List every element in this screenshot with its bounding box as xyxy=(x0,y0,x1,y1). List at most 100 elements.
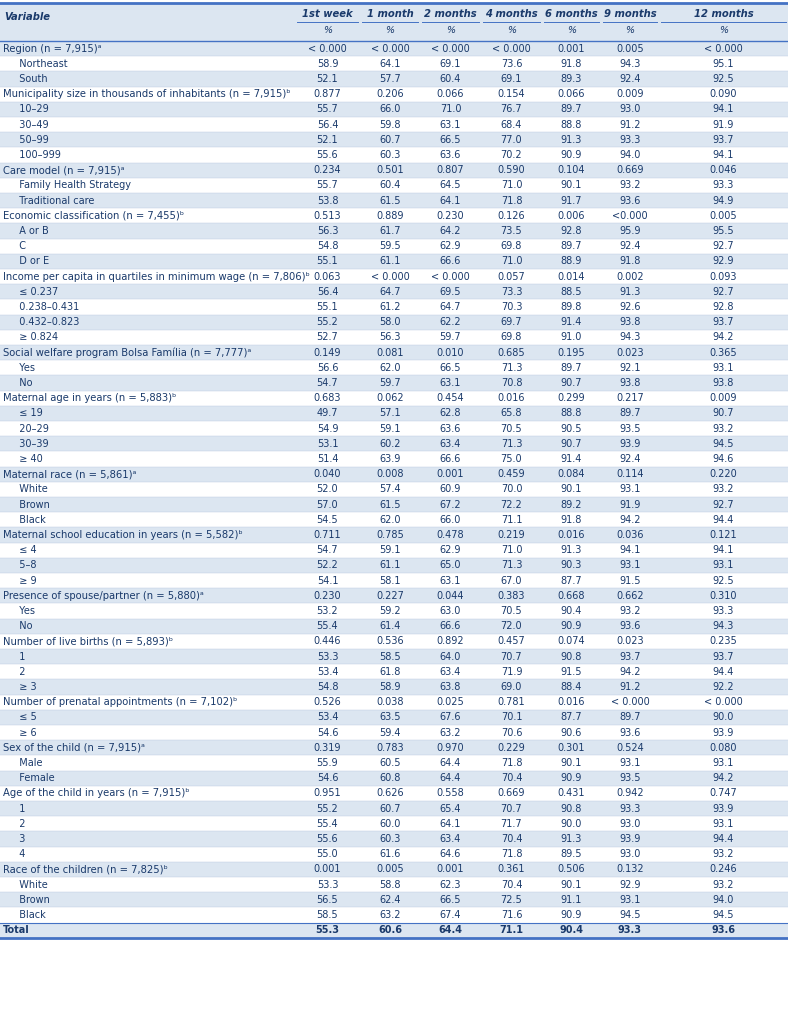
Text: 69.7: 69.7 xyxy=(500,317,522,327)
Text: ≥ 9: ≥ 9 xyxy=(13,575,36,586)
Text: Female: Female xyxy=(13,773,54,783)
Text: 53.3: 53.3 xyxy=(317,880,338,890)
Text: 54.6: 54.6 xyxy=(317,773,338,783)
Bar xyxy=(0,117,788,132)
Text: 60.2: 60.2 xyxy=(379,439,401,449)
Text: 54.8: 54.8 xyxy=(317,682,338,692)
Bar xyxy=(0,771,788,786)
Text: 93.0: 93.0 xyxy=(619,105,641,115)
Text: 0.217: 0.217 xyxy=(616,393,644,404)
Text: 58.9: 58.9 xyxy=(317,59,338,68)
Text: 63.6: 63.6 xyxy=(440,423,461,434)
Text: 52.2: 52.2 xyxy=(317,560,338,570)
Text: 90.9: 90.9 xyxy=(561,150,582,160)
Text: %: % xyxy=(446,26,455,35)
Text: 0.238–0.431: 0.238–0.431 xyxy=(13,302,80,312)
Text: %: % xyxy=(385,26,395,35)
Text: 91.4: 91.4 xyxy=(561,317,582,327)
Text: 93.1: 93.1 xyxy=(713,819,734,829)
Text: 0.310: 0.310 xyxy=(710,591,738,600)
Text: 0.662: 0.662 xyxy=(616,591,644,600)
Text: 60.3: 60.3 xyxy=(379,834,400,844)
Text: 91.5: 91.5 xyxy=(619,575,641,586)
Text: 63.1: 63.1 xyxy=(440,378,461,388)
Text: 92.7: 92.7 xyxy=(712,241,734,252)
Text: 0.877: 0.877 xyxy=(314,89,341,99)
Text: 91.4: 91.4 xyxy=(561,454,582,464)
Text: 54.6: 54.6 xyxy=(317,728,338,738)
Text: 58.5: 58.5 xyxy=(317,910,338,920)
Bar xyxy=(0,345,788,360)
Text: 90.1: 90.1 xyxy=(561,880,582,890)
Text: 94.1: 94.1 xyxy=(713,545,734,555)
Text: 70.8: 70.8 xyxy=(500,378,522,388)
Text: 57.7: 57.7 xyxy=(379,73,401,84)
Text: 63.2: 63.2 xyxy=(379,910,401,920)
Text: 0.090: 0.090 xyxy=(710,89,738,99)
Text: 88.4: 88.4 xyxy=(561,682,582,692)
Text: 1st week: 1st week xyxy=(302,9,353,20)
Bar xyxy=(0,178,788,193)
Text: 0.685: 0.685 xyxy=(498,348,526,358)
Text: 0.016: 0.016 xyxy=(558,530,585,540)
Bar xyxy=(0,801,788,817)
Text: %: % xyxy=(567,26,576,35)
Text: 91.3: 91.3 xyxy=(561,135,582,145)
Text: 71.0: 71.0 xyxy=(500,257,522,266)
Text: 0.454: 0.454 xyxy=(437,393,464,404)
Text: 1 month: 1 month xyxy=(366,9,414,20)
Text: 0.526: 0.526 xyxy=(314,698,341,707)
Text: 59.1: 59.1 xyxy=(379,423,401,434)
Text: 92.5: 92.5 xyxy=(712,73,734,84)
Text: 63.0: 63.0 xyxy=(440,607,461,616)
Text: 62.0: 62.0 xyxy=(379,514,401,525)
Bar xyxy=(0,862,788,877)
Text: 0.230: 0.230 xyxy=(314,591,341,600)
Text: 0.206: 0.206 xyxy=(376,89,403,99)
Text: 90.6: 90.6 xyxy=(561,728,582,738)
Text: 54.1: 54.1 xyxy=(317,575,338,586)
Text: 91.2: 91.2 xyxy=(619,682,641,692)
Text: 0.005: 0.005 xyxy=(616,43,644,54)
Text: 0.038: 0.038 xyxy=(376,698,403,707)
Text: 69.1: 69.1 xyxy=(501,73,522,84)
Text: 90.5: 90.5 xyxy=(561,423,582,434)
Text: 91.7: 91.7 xyxy=(561,196,582,206)
Text: 30–49: 30–49 xyxy=(13,120,49,129)
Text: 0.246: 0.246 xyxy=(710,864,738,875)
Text: 94.4: 94.4 xyxy=(713,667,734,677)
Text: D or E: D or E xyxy=(13,257,49,266)
Text: 0.669: 0.669 xyxy=(498,789,526,798)
Text: 90.4: 90.4 xyxy=(561,607,582,616)
Text: 55.1: 55.1 xyxy=(317,302,338,312)
Bar xyxy=(0,877,788,892)
Text: 69.1: 69.1 xyxy=(440,59,461,68)
Text: 63.4: 63.4 xyxy=(440,834,461,844)
Bar xyxy=(0,710,788,724)
Text: 66.5: 66.5 xyxy=(440,895,461,905)
Text: 62.2: 62.2 xyxy=(440,317,461,327)
Text: 88.5: 88.5 xyxy=(561,287,582,297)
Bar xyxy=(0,285,788,299)
Text: 92.8: 92.8 xyxy=(713,302,734,312)
Text: 0.807: 0.807 xyxy=(437,166,464,175)
Text: 0.016: 0.016 xyxy=(558,698,585,707)
Text: 70.7: 70.7 xyxy=(500,652,522,661)
Text: 56.4: 56.4 xyxy=(317,287,338,297)
Text: 53.1: 53.1 xyxy=(317,439,338,449)
Text: 62.9: 62.9 xyxy=(440,241,461,252)
Text: 0.590: 0.590 xyxy=(498,166,526,175)
Text: 49.7: 49.7 xyxy=(317,409,338,418)
Text: 0.023: 0.023 xyxy=(616,348,644,358)
Text: 0.005: 0.005 xyxy=(710,211,738,220)
Text: Presence of spouse/partner (n = 5,880)ᵃ: Presence of spouse/partner (n = 5,880)ᵃ xyxy=(3,591,204,600)
Text: 0.536: 0.536 xyxy=(376,637,403,647)
Text: 62.8: 62.8 xyxy=(440,409,461,418)
Text: 92.6: 92.6 xyxy=(619,302,641,312)
Text: 61.8: 61.8 xyxy=(379,667,400,677)
Bar xyxy=(0,512,788,528)
Text: Yes: Yes xyxy=(13,607,35,616)
Text: %: % xyxy=(507,26,516,35)
Text: 70.1: 70.1 xyxy=(500,712,522,722)
Text: 60.0: 60.0 xyxy=(379,819,400,829)
